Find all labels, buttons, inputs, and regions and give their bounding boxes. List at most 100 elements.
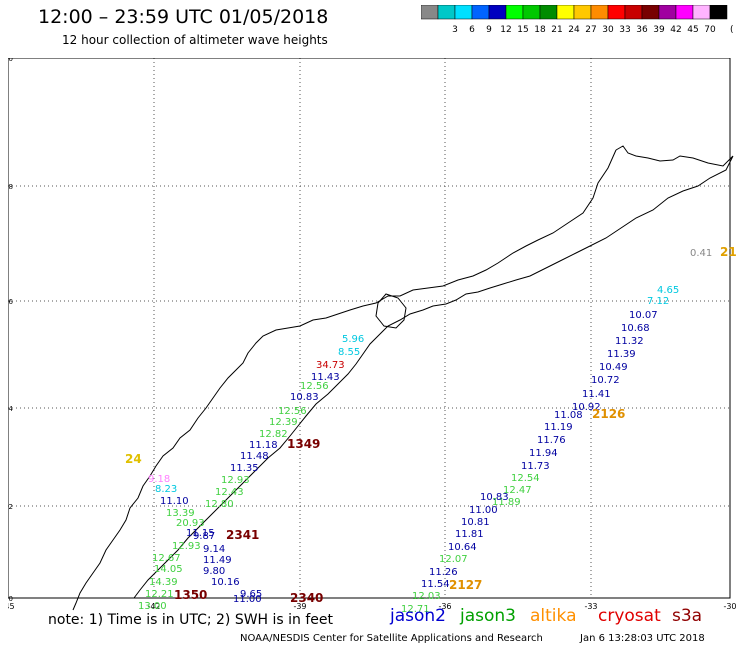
colorbar-swatch: [590, 5, 609, 20]
wave-height-reading: 20.93: [176, 518, 205, 529]
latitude-label: 60: [8, 595, 13, 603]
chart-subtitle: 12 hour collection of altimeter wave hei…: [62, 33, 328, 47]
colorbar-tick-label: 42: [670, 25, 681, 35]
wave-height-reading: 9.14: [203, 544, 225, 555]
wave-height-reading: 12.56: [300, 381, 329, 392]
wave-height-reading: 24: [125, 452, 142, 466]
colorbar-swatch: [709, 5, 728, 20]
colorbar-swatch: [488, 5, 507, 20]
colorbar-tick-label: 21: [551, 25, 562, 35]
colorbar-swatch: [471, 5, 490, 20]
wave-height-reading: 11.94: [529, 448, 558, 459]
latitude-label: 64: [8, 405, 13, 413]
map-axis-labels: 70 68 66 64 62 60-45 -42 -39 -36 -33 -30: [8, 58, 737, 611]
wave-height-reading: 12.07: [439, 554, 468, 565]
wave-height-reading: 11.10: [160, 496, 189, 507]
colorbar-swatch: [556, 5, 575, 20]
wave-height-reading: 9.18: [148, 474, 170, 485]
wave-height-reading: 12.21: [145, 589, 174, 600]
colorbar-swatch: [505, 5, 524, 20]
wave-height-reading: 12.93: [172, 541, 201, 552]
wave-height-reading: 11.19: [544, 422, 573, 433]
wave-height-reading: 10.81: [461, 517, 490, 528]
wave-height-reading: 10.83: [480, 492, 509, 503]
wave-height-reading: 11.89: [492, 497, 521, 508]
colorbar-tick-label: 33: [619, 25, 630, 35]
wave-height-reading: 13.00: [138, 601, 167, 612]
wave-height-reading: 11.49: [203, 555, 232, 566]
colorbar-swatch: [641, 5, 660, 20]
colorbar-swatch: [454, 5, 473, 20]
longitude-label: -36: [438, 602, 451, 611]
wave-height-reading: 11.08: [554, 410, 583, 421]
colorbar-tick-label: 30: [602, 25, 614, 35]
wave-height-reading: 11.81: [455, 529, 484, 540]
wave-height-reading: 10.72: [591, 375, 620, 386]
wave-height-reading: 12.71: [401, 604, 430, 614]
satellite-legend-jason2: jason2: [390, 606, 446, 626]
colorbar-swatch: [607, 5, 626, 20]
wave-height-reading: 1350: [174, 588, 207, 602]
wave-height-reading: 12.67: [152, 553, 181, 564]
wave-height-reading: 11.32: [615, 336, 644, 347]
colorbar-swatch: [658, 5, 677, 20]
wave-height-reading: 11.00: [233, 594, 262, 605]
wave-height-reading: 12.43: [215, 487, 244, 498]
wave-height-reading: 13.39: [166, 508, 195, 519]
latitude-label: 68: [8, 183, 13, 191]
wave-height-reading: 12.54: [511, 473, 540, 484]
wave-height-reading: 8.55: [338, 347, 360, 358]
wave-height-reading: 2126: [592, 407, 625, 421]
longitude-label: -39: [293, 602, 306, 611]
colorbar-swatch: [437, 5, 456, 20]
latitude-label: 62: [8, 503, 13, 511]
wave-height-reading: 11.15: [186, 528, 215, 539]
colorbar-swatch: [539, 5, 558, 20]
wave-height-reading: 10.07: [629, 310, 658, 321]
wave-height-reading: 11.76: [537, 435, 566, 446]
wave-height-reading: 12.80: [205, 499, 234, 510]
map-frame: [8, 58, 731, 599]
wave-height-reading: 9.87: [193, 531, 215, 542]
wave-height-reading: 0.41: [690, 248, 712, 259]
wave-height-reading: 12.47: [503, 485, 532, 496]
colorbar-swatch: [522, 5, 541, 20]
colorbar-tick-label: 24: [568, 25, 580, 35]
wave-height-reading: 11.73: [521, 461, 550, 472]
wave-height-reading: 10.64: [448, 542, 477, 553]
wave-height-reading: 21: [720, 245, 737, 259]
colorbar-tick-label: 15: [517, 25, 528, 35]
longitude-label: -42: [147, 602, 160, 611]
colorbar-swatch: [624, 5, 643, 20]
wave-height-reading: 11.48: [240, 451, 269, 462]
wave-height-reading: 14.05: [154, 564, 183, 575]
satellite-legend-cryosat: cryosat: [598, 606, 661, 626]
wave-height-reading: 2340: [290, 591, 323, 605]
wave-height-reading: 10.83: [290, 392, 319, 403]
units-note: note: 1) Time is in UTC; 2) SWH is in fe…: [48, 612, 334, 628]
wave-height-reading: 11.54: [421, 579, 450, 590]
coastline-path: [72, 145, 734, 611]
colorbar-tick-label: 39: [653, 25, 665, 35]
colorbar-swatch: [692, 5, 711, 20]
colorbar-tick-label: 45: [687, 25, 698, 35]
wave-height-reading: 10.68: [621, 323, 650, 334]
colorbar-swatch: [573, 5, 592, 20]
satellite-legend-altika: altika: [530, 606, 577, 626]
wave-height-reading: 34.73: [316, 360, 345, 371]
wave-height-reading: 1349: [287, 437, 320, 451]
colorbar-tick-label: 18: [534, 25, 546, 35]
colorbar-swatch: [675, 5, 694, 20]
wave-height-reading: 10.92: [572, 402, 601, 413]
colorbar-tick-label: 12: [500, 25, 511, 35]
wave-height-reading: 11.26: [429, 567, 458, 578]
wave-height-reading: 4.65: [657, 285, 679, 296]
wave-height-readings: 0.41 21 4.657.12 10.07 10.68 11.32 11.39 10.49 1…: [125, 245, 737, 614]
colorbar-tick-label: 6: [469, 25, 475, 35]
latitude-label: 70: [8, 58, 13, 63]
colorbar-tick-label: 3: [452, 25, 458, 35]
colorbar-tick-label: 9: [486, 25, 492, 35]
colorbar-unit: (ft): [730, 25, 733, 35]
latitude-label: 66: [8, 298, 13, 306]
